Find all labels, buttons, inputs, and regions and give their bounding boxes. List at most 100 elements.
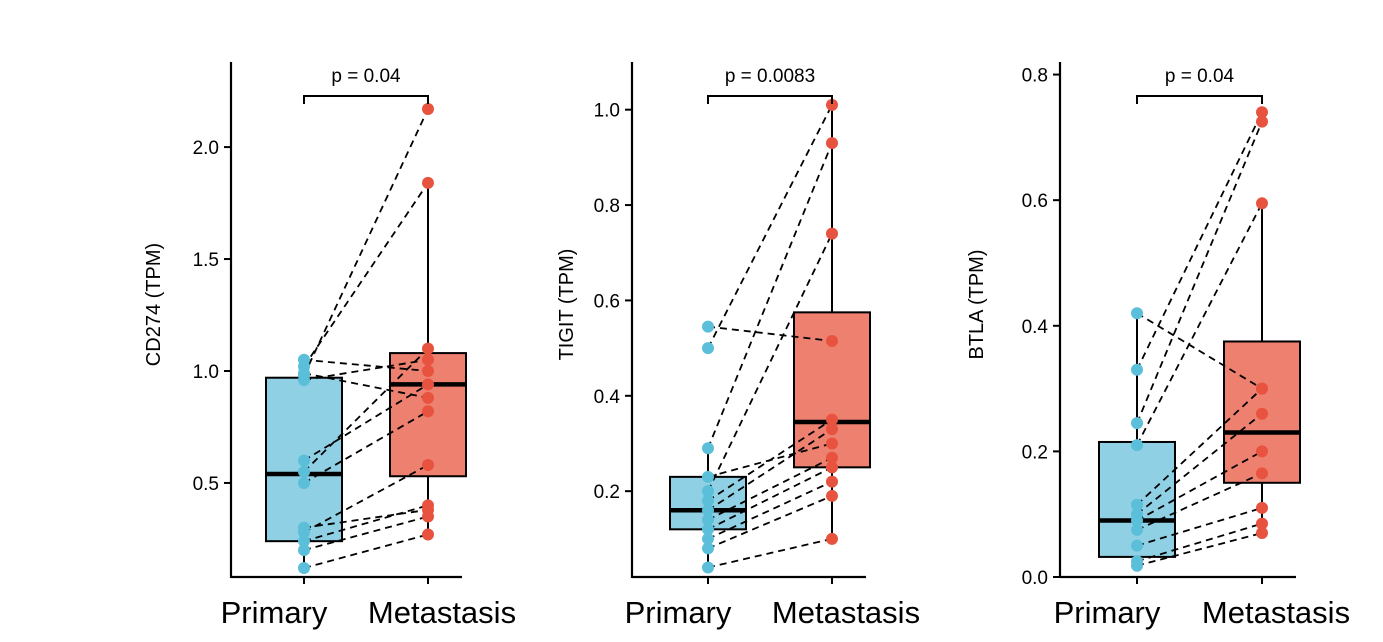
- point-primary: [1131, 307, 1143, 320]
- point-primary: [298, 369, 310, 382]
- y-tick-label: 0.5: [193, 474, 219, 495]
- y-tick-label: 2.0: [193, 138, 219, 159]
- x-category-primary: Primary: [625, 595, 732, 630]
- point-primary: [1131, 498, 1143, 511]
- pair-line: [1136, 507, 1263, 547]
- point-metastasis: [1256, 517, 1268, 530]
- point-primary: [298, 562, 310, 575]
- y-tick-label: 0.4: [594, 387, 621, 408]
- pair-line: [303, 182, 429, 368]
- point-metastasis: [1256, 115, 1268, 128]
- pair-line: [303, 508, 429, 529]
- point-primary: [702, 523, 714, 536]
- point-metastasis: [826, 489, 838, 502]
- point-metastasis: [826, 227, 838, 240]
- point-metastasis: [826, 451, 838, 464]
- point-metastasis: [1256, 407, 1268, 420]
- point-metastasis: [422, 378, 434, 391]
- point-primary: [1131, 523, 1143, 536]
- pair-line: [303, 533, 429, 569]
- point-primary: [702, 320, 714, 333]
- point-primary: [1131, 363, 1143, 376]
- pair-line: [303, 515, 429, 551]
- point-metastasis: [422, 176, 434, 189]
- pair-line: [707, 495, 833, 550]
- point-primary: [702, 470, 714, 483]
- pair-line: [707, 442, 833, 478]
- point-metastasis: [422, 342, 434, 355]
- point-primary: [1131, 555, 1143, 568]
- x-category-metastasis: Metastasis: [772, 595, 920, 630]
- point-metastasis: [422, 103, 434, 116]
- y-tick-label: 0.8: [1022, 66, 1048, 87]
- point-metastasis: [1256, 382, 1268, 395]
- pair-line: [1136, 121, 1263, 424]
- p-value-label: p = 0.04: [331, 66, 401, 87]
- x-category-metastasis: Metastasis: [1202, 595, 1350, 630]
- pair-line: [303, 347, 429, 473]
- pair-line: [707, 537, 833, 569]
- point-metastasis: [1256, 445, 1268, 458]
- point-metastasis: [826, 334, 838, 347]
- pair-line: [303, 108, 429, 376]
- point-metastasis: [826, 532, 838, 545]
- panel-tigit: TIGIT (TPM) p = 0.0083 Primary Metastasi…: [556, 62, 920, 630]
- y-tick-label: 0.0: [1022, 568, 1048, 589]
- point-primary: [702, 561, 714, 574]
- pair-line: [303, 358, 429, 381]
- y-axis-label: TIGIT (TPM): [556, 249, 578, 361]
- y-tick-label: 1.5: [193, 250, 219, 271]
- point-metastasis: [1256, 501, 1268, 514]
- point-metastasis: [826, 423, 838, 436]
- y-tick-label: 0.2: [594, 482, 620, 503]
- point-primary: [702, 532, 714, 545]
- pair-line: [303, 372, 429, 399]
- point-primary: [702, 513, 714, 526]
- pair-line: [707, 325, 833, 342]
- panel-cd274: CD274 (TPM) p = 0.04 Primary Metastasis …: [143, 62, 516, 630]
- point-metastasis: [826, 475, 838, 488]
- point-primary: [702, 504, 714, 517]
- p-value-label: p = 0.0083: [725, 66, 815, 87]
- point-primary: [702, 442, 714, 455]
- point-metastasis: [422, 459, 434, 472]
- point-primary: [298, 454, 310, 467]
- significance-bracket: [303, 95, 429, 104]
- pair-line: [707, 142, 833, 449]
- x-category-primary: Primary: [1054, 595, 1161, 630]
- point-primary: [1131, 417, 1143, 430]
- y-tick-label: 0.6: [1022, 191, 1048, 212]
- x-category-primary: Primary: [221, 595, 328, 630]
- panel-btla: BTLA (TPM) p = 0.04 Primary Metastasis 0…: [966, 62, 1350, 630]
- pair-line: [303, 358, 429, 372]
- point-metastasis: [826, 98, 838, 111]
- pair-line: [707, 428, 833, 511]
- point-metastasis: [1256, 527, 1268, 540]
- point-primary: [1131, 508, 1143, 521]
- y-tick-label: 0.6: [594, 291, 620, 312]
- point-primary: [1131, 539, 1143, 552]
- point-metastasis: [826, 413, 838, 426]
- point-primary: [702, 542, 714, 555]
- pair-line: [707, 480, 833, 540]
- pair-line: [1136, 387, 1263, 506]
- x-category-metastasis: Metastasis: [368, 595, 516, 630]
- y-tick-label: 0.2: [1022, 442, 1048, 463]
- pair-line: [303, 504, 429, 543]
- point-primary: [298, 476, 310, 489]
- point-metastasis: [422, 528, 434, 541]
- point-metastasis: [422, 353, 434, 366]
- y-axis-label: CD274 (TPM): [143, 243, 165, 366]
- point-primary: [1131, 439, 1143, 452]
- point-primary: [702, 494, 714, 507]
- pair-line: [1136, 472, 1263, 531]
- point-metastasis: [1256, 197, 1268, 210]
- point-metastasis: [826, 437, 838, 450]
- y-tick-label: 0.8: [594, 196, 620, 217]
- pair-line: [1136, 532, 1263, 567]
- y-tick-label: 0.4: [1022, 317, 1049, 338]
- significance-bracket: [1136, 95, 1263, 104]
- point-metastasis: [1256, 467, 1268, 480]
- point-metastasis: [422, 391, 434, 404]
